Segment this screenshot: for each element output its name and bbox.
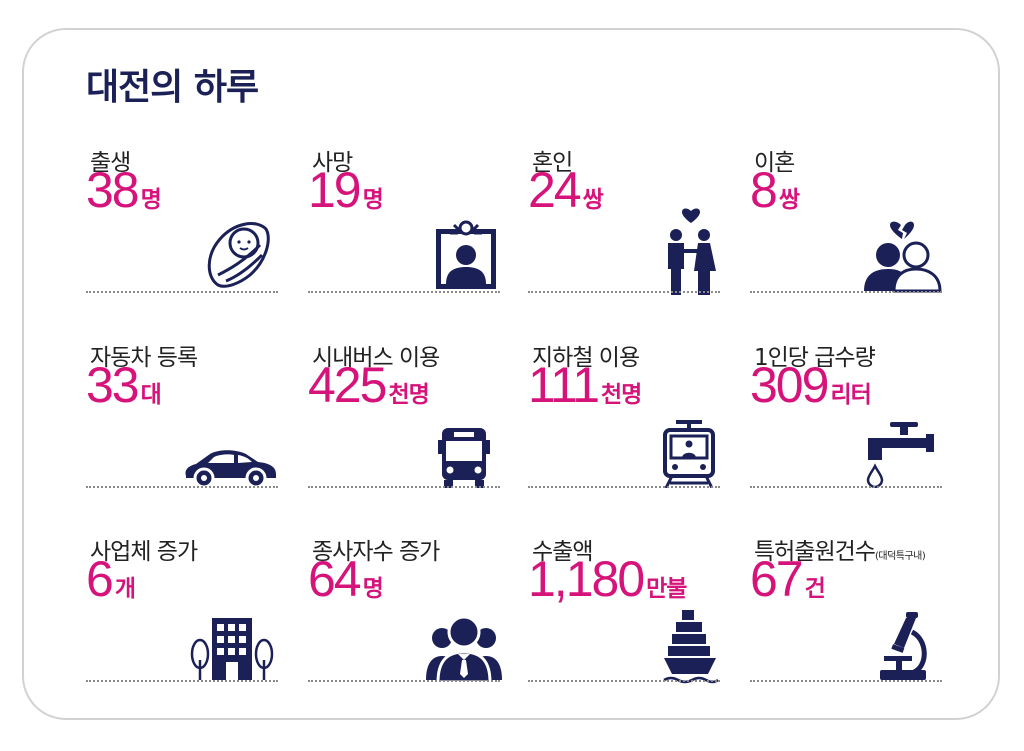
memorial-portrait-icon bbox=[436, 220, 496, 289]
stat-label-main: 특허출원건수 bbox=[754, 539, 876, 565]
stat-label: 사망 bbox=[312, 150, 353, 176]
stat-number: 64 bbox=[308, 551, 362, 607]
stat-value: 67 건 bbox=[750, 550, 826, 608]
stat-label-note: (대덕특구내) bbox=[874, 551, 926, 562]
stat-car-registration: 자동차 등록 33 대 bbox=[86, 338, 282, 518]
stat-label: 시내버스 이용 bbox=[312, 345, 440, 371]
stat-value: 64 명 bbox=[308, 550, 384, 608]
stat-label: 혼인 bbox=[532, 150, 573, 176]
stat-label: 출생 bbox=[90, 150, 131, 176]
stat-value: 38 명 bbox=[86, 161, 162, 219]
stat-unit: 쌍 bbox=[778, 187, 800, 213]
stat-label: 수출액 bbox=[532, 539, 593, 565]
workers-group-icon bbox=[426, 615, 502, 682]
stat-value: 1,180 만불 bbox=[528, 550, 687, 608]
stat-water-supply: 1인당 급수량 309 리터 bbox=[750, 338, 946, 518]
dotted-divider bbox=[528, 486, 720, 488]
stat-value: 309 리터 bbox=[750, 356, 872, 414]
stat-patent-applications: 특허출원건수(대덕특구내) 67 건 bbox=[750, 532, 946, 712]
stat-label: 자동차 등록 bbox=[90, 345, 198, 371]
baby-icon bbox=[207, 222, 270, 288]
stat-number: 309 bbox=[750, 357, 829, 413]
dotted-divider bbox=[750, 486, 942, 488]
stat-unit: 천명 bbox=[601, 382, 642, 408]
bus-icon bbox=[438, 428, 490, 488]
stat-number: 111 bbox=[528, 357, 600, 413]
stat-number: 425 bbox=[308, 357, 387, 413]
dotted-divider bbox=[750, 680, 942, 682]
stat-number: 38 bbox=[86, 162, 140, 218]
stat-number: 33 bbox=[86, 357, 140, 413]
stat-marriage: 혼인 24 쌍 bbox=[528, 143, 724, 323]
stat-city-bus: 시내버스 이용 425 천명 bbox=[308, 338, 504, 518]
stat-label: 지하철 이용 bbox=[532, 345, 640, 371]
microscope-icon bbox=[880, 612, 927, 680]
stat-value: 24 쌍 bbox=[528, 161, 604, 219]
dotted-divider bbox=[308, 486, 500, 488]
dotted-divider bbox=[86, 486, 278, 488]
stat-value: 33 대 bbox=[86, 356, 162, 414]
stat-birth: 출생 38 명 bbox=[86, 143, 282, 323]
stat-label: 종사자수 증가 bbox=[312, 539, 440, 565]
subway-train-icon bbox=[663, 420, 715, 488]
broken-heart-couple-icon bbox=[864, 221, 942, 293]
stat-number: 1,180 bbox=[528, 551, 645, 607]
stat-value: 19 명 bbox=[308, 161, 384, 219]
stat-workers-increase: 종사자수 증가 64 명 bbox=[308, 532, 504, 712]
stat-unit: 명 bbox=[362, 187, 384, 213]
dotted-divider bbox=[750, 291, 942, 293]
couple-heart-icon bbox=[668, 208, 716, 295]
stat-label: 특허출원건수(대덕특구내) bbox=[754, 532, 926, 566]
dotted-divider bbox=[86, 291, 278, 293]
dotted-divider bbox=[308, 680, 500, 682]
cargo-ship-icon bbox=[663, 610, 718, 684]
stat-number: 24 bbox=[528, 162, 582, 218]
stat-unit: 대 bbox=[140, 382, 162, 408]
stat-label: 사업체 증가 bbox=[90, 539, 198, 565]
car-icon bbox=[185, 450, 276, 488]
stat-number: 67 bbox=[750, 551, 804, 607]
stat-unit: 건 bbox=[804, 576, 826, 602]
building-icon bbox=[190, 618, 274, 680]
stat-unit: 명 bbox=[362, 576, 384, 602]
stat-value: 425 천명 bbox=[308, 356, 430, 414]
stat-label: 1인당 급수량 bbox=[754, 345, 876, 371]
stat-unit: 만불 bbox=[646, 576, 687, 602]
stat-unit: 리터 bbox=[830, 382, 871, 408]
dotted-divider bbox=[528, 291, 720, 293]
stat-number: 19 bbox=[308, 162, 362, 218]
stat-subway: 지하철 이용 111 천명 bbox=[528, 338, 724, 518]
stat-unit: 천명 bbox=[388, 382, 429, 408]
stat-exports: 수출액 1,180 만불 bbox=[528, 532, 724, 712]
dotted-divider bbox=[528, 680, 720, 682]
stat-number: 8 bbox=[750, 162, 778, 218]
stat-label: 이혼 bbox=[754, 150, 795, 176]
stat-unit: 명 bbox=[140, 187, 162, 213]
water-tap-icon bbox=[866, 422, 934, 488]
dotted-divider bbox=[86, 680, 278, 682]
page-title: 대전의 하루 bbox=[86, 67, 259, 108]
stat-number: 6 bbox=[86, 551, 114, 607]
stat-unit: 쌍 bbox=[582, 187, 604, 213]
dotted-divider bbox=[308, 291, 500, 293]
stat-death: 사망 19 명 bbox=[308, 143, 504, 323]
stat-unit: 개 bbox=[114, 576, 136, 602]
stat-value: 111 천명 bbox=[528, 356, 642, 414]
infographic-card bbox=[22, 28, 1000, 720]
